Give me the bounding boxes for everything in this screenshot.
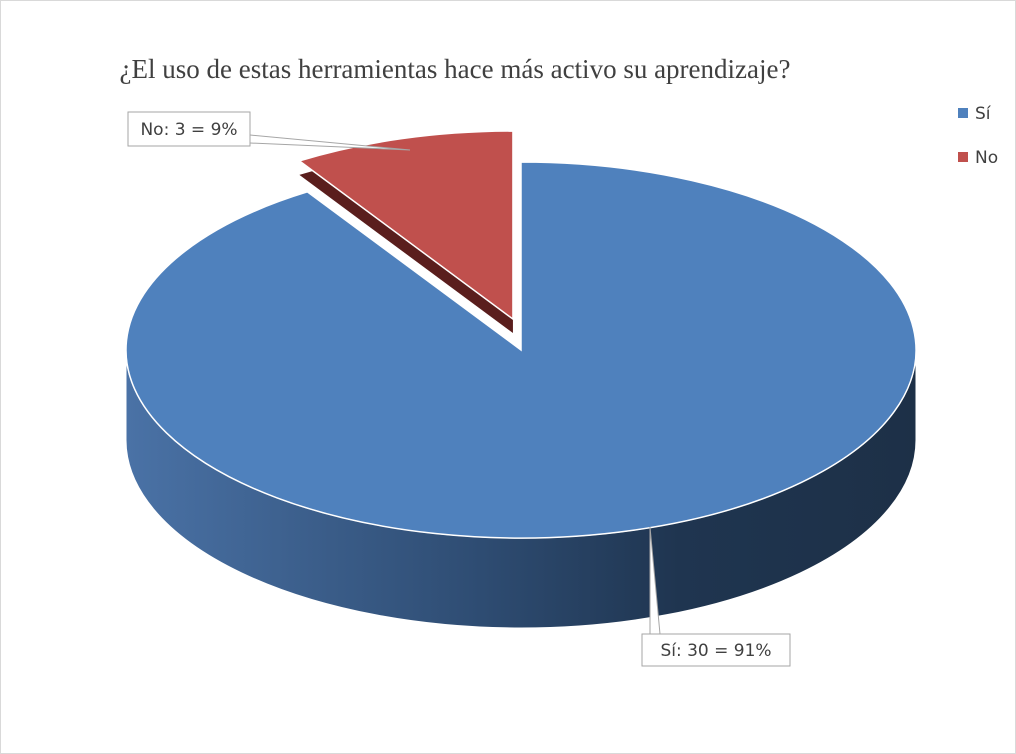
leader-line (649, 526, 661, 635)
legend-label: No (975, 148, 998, 168)
data-label: Sí: 30 = 91% (660, 641, 771, 661)
leader-line (249, 134, 411, 151)
legend-label: Sí (975, 104, 992, 124)
pie-slice (297, 130, 514, 321)
data-label-box (641, 633, 791, 667)
legend-swatch (958, 108, 968, 118)
data-label: No: 3 = 9% (140, 120, 237, 140)
data-label-box (127, 111, 251, 147)
pie-slice (125, 161, 917, 539)
legend-swatch (958, 152, 968, 162)
chart-title: ¿El uso de estas herramientas hace más a… (120, 54, 791, 84)
